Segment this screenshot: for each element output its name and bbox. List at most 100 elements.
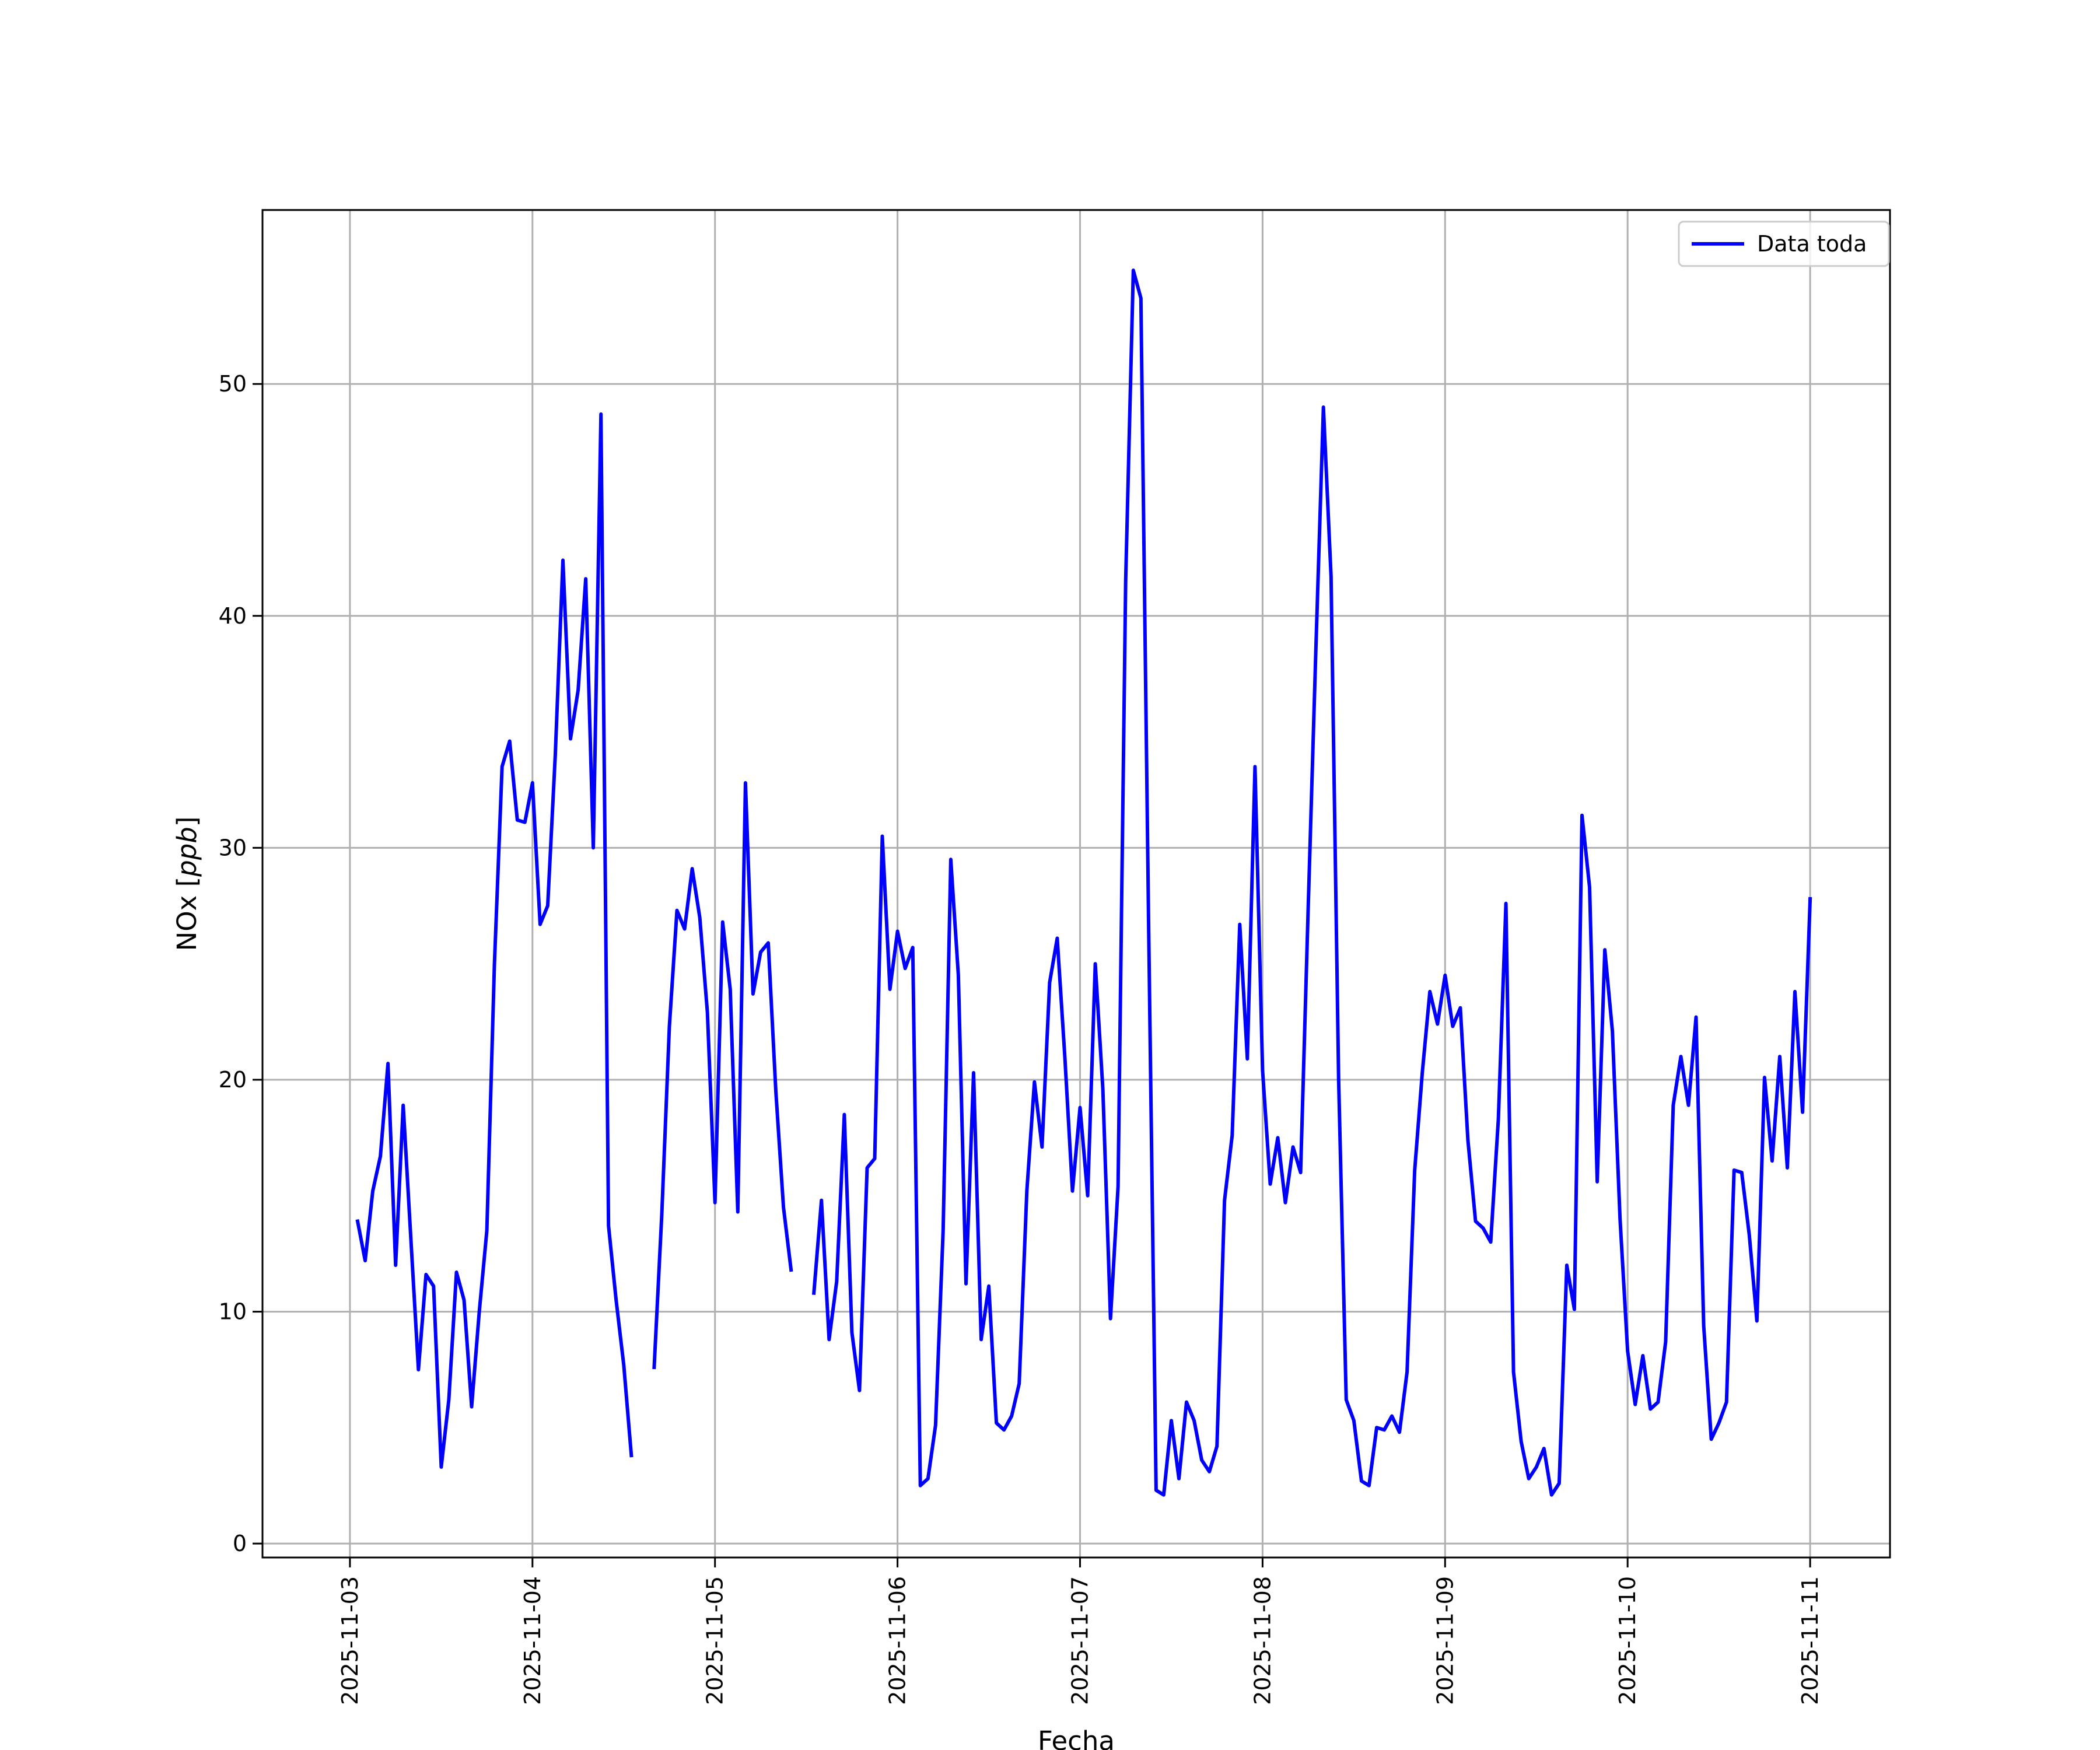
data-point: [1779, 1055, 1781, 1058]
data-point: [1254, 765, 1256, 768]
data-point: [1680, 1055, 1682, 1058]
data-point: [813, 1292, 815, 1294]
data-point: [1102, 1088, 1104, 1090]
data-point: [516, 819, 519, 821]
data-point: [1763, 1076, 1766, 1079]
grid-layer: [262, 210, 1890, 1558]
data-point: [752, 993, 754, 995]
data-point: [1733, 1169, 1735, 1171]
y-tick-label: 30: [219, 835, 247, 860]
y-tick-label: 40: [219, 603, 247, 629]
data-point: [1444, 974, 1446, 977]
data-point: [1588, 886, 1591, 888]
data-point: [509, 740, 511, 743]
data-point: [1558, 1482, 1560, 1485]
data-point: [622, 1364, 625, 1366]
data-point: [782, 1206, 785, 1209]
data-point: [440, 1466, 442, 1468]
data-point: [1710, 1438, 1713, 1440]
data-point: [478, 1311, 481, 1313]
data-point: [653, 1366, 655, 1368]
data-point: [767, 942, 769, 944]
data-point: [744, 782, 747, 784]
data-point: [1550, 1494, 1553, 1496]
data-point: [706, 1012, 709, 1014]
x-tick-label: 2025-11-09: [1432, 1576, 1458, 1705]
y-axis-label-main: NOx: [172, 887, 202, 951]
series-layer: [355, 268, 1812, 1497]
data-point: [699, 916, 701, 919]
data-point: [1132, 269, 1135, 271]
data-point: [1087, 1195, 1089, 1197]
data-point: [584, 578, 587, 580]
data-point: [1330, 575, 1332, 578]
data-point: [1125, 580, 1127, 582]
data-point: [410, 1236, 412, 1238]
data-point: [1246, 1058, 1248, 1060]
data-point: [881, 835, 884, 838]
data-point: [684, 928, 686, 930]
data-point: [1003, 1429, 1005, 1431]
data-point: [1223, 1199, 1226, 1202]
data-point: [988, 1285, 990, 1287]
data-point: [364, 1259, 366, 1262]
data-point: [1140, 297, 1142, 299]
data-point: [554, 754, 556, 756]
data-point: [1436, 1023, 1438, 1026]
data-point: [1634, 1404, 1636, 1406]
data-point: [1094, 963, 1097, 965]
data-point: [1163, 1494, 1165, 1496]
data-point: [828, 1338, 830, 1340]
data-point: [820, 1199, 822, 1202]
data-point: [965, 1283, 967, 1285]
data-point: [1649, 1408, 1651, 1410]
data-point: [539, 923, 541, 926]
data-point: [1368, 1485, 1370, 1487]
data-point: [1513, 1371, 1515, 1373]
data-point: [1695, 1016, 1698, 1019]
data-point: [456, 1271, 458, 1273]
data-point: [1748, 1234, 1751, 1236]
data-point: [607, 1224, 610, 1227]
data-point: [1193, 1419, 1195, 1422]
data-point: [1063, 1055, 1066, 1058]
data-point: [387, 1062, 389, 1065]
data-point: [912, 946, 914, 949]
x-tick-label: 2025-11-03: [337, 1576, 363, 1705]
data-point: [1391, 1415, 1393, 1418]
data-point: [592, 846, 594, 849]
data-point: [927, 1478, 929, 1480]
data-point: [661, 1213, 663, 1216]
data-point: [501, 765, 503, 768]
data-point: [1718, 1422, 1720, 1424]
x-axis-label: Fecha: [1038, 1726, 1115, 1750]
y-axis-label-open: [: [172, 877, 202, 887]
data-point: [1497, 1118, 1500, 1121]
data-point: [714, 1202, 716, 1204]
x-tick-label: 2025-11-06: [885, 1576, 911, 1705]
data-point: [1581, 814, 1583, 817]
data-point: [942, 1229, 944, 1231]
data-point: [858, 1390, 860, 1392]
data-point: [1566, 1264, 1568, 1266]
data-point: [904, 967, 907, 970]
data-point: [379, 1155, 382, 1157]
data-point: [957, 974, 960, 977]
data-point: [1604, 949, 1606, 951]
data-point: [889, 988, 891, 991]
data-point: [980, 1338, 982, 1340]
data-point: [668, 1026, 671, 1028]
data-point: [935, 1424, 937, 1426]
data-point: [1178, 1478, 1180, 1480]
data-point: [1072, 1190, 1074, 1192]
data-point: [1300, 1171, 1302, 1174]
data-point: [402, 1104, 404, 1107]
data-point: [1771, 1160, 1773, 1162]
data-point: [1185, 1401, 1188, 1404]
data-point: [569, 738, 572, 740]
data-point: [1505, 902, 1507, 905]
data-point: [372, 1190, 374, 1192]
data-point: [1048, 981, 1051, 984]
data-point: [1376, 1426, 1378, 1429]
